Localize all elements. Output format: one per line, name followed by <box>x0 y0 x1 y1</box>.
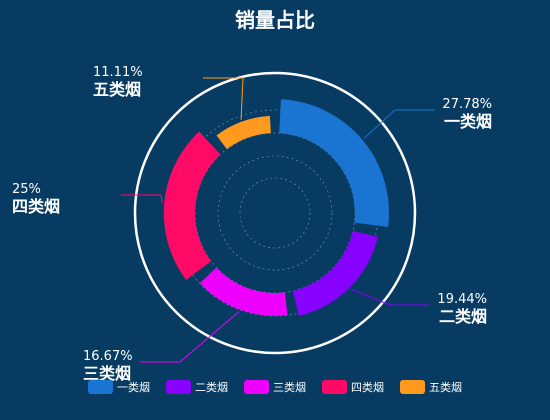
legend-label: 五类烟 <box>429 380 462 394</box>
slice-4[interactable] <box>163 131 221 280</box>
slice-2[interactable] <box>293 231 378 316</box>
legend-swatch <box>322 380 347 394</box>
slice-name-label-3: 三类烟 <box>83 364 131 383</box>
leader-line-4 <box>121 194 163 204</box>
outer-circle <box>133 71 417 355</box>
legend-item-4[interactable]: 四类烟 <box>322 380 384 394</box>
leader-line-1 <box>363 109 435 139</box>
leader-line-3 <box>140 311 240 363</box>
slice-percent-label-2: 19.44% <box>437 292 487 307</box>
rose-slices <box>163 99 389 316</box>
legend-label: 一类烟 <box>117 380 150 394</box>
legend-swatch <box>88 380 113 394</box>
legend-item-3[interactable]: 三类烟 <box>244 380 306 394</box>
slice-percent-label-4: 25% <box>12 182 41 197</box>
guide-ring-2 <box>217 155 333 271</box>
legend-label: 二类烟 <box>195 380 228 394</box>
legend-swatch <box>244 380 269 394</box>
slice-1[interactable] <box>279 99 389 227</box>
chart-title: 销量占比 <box>235 8 315 32</box>
legend-label: 三类烟 <box>273 380 306 394</box>
legend: 一类烟 二类烟 三类烟 四类烟 五类烟 <box>88 380 462 394</box>
legend-label: 四类烟 <box>351 380 384 394</box>
slice-labels: 27.78%一类烟 19.44%二类烟 16.67%三类烟 25%四类烟 11.11%五… <box>12 65 492 383</box>
slice-name-label-4: 四类烟 <box>12 197 60 216</box>
leader-line-2 <box>350 288 430 306</box>
slice-percent-label-5: 11.11% <box>93 65 143 80</box>
slice-name-label-2: 二类烟 <box>439 307 487 326</box>
slice-name-label-5: 五类烟 <box>93 80 141 99</box>
guide-ring-3 <box>194 132 356 294</box>
slice-5[interactable] <box>216 115 271 150</box>
leader-line-5 <box>203 77 244 120</box>
slice-name-label-1: 一类烟 <box>444 112 492 131</box>
legend-swatch <box>400 380 425 394</box>
slice-3[interactable] <box>199 267 288 316</box>
guide-ring-1 <box>239 177 311 249</box>
slice-percent-label-3: 16.67% <box>83 349 133 364</box>
legend-item-2[interactable]: 二类烟 <box>166 380 228 394</box>
legend-item-5[interactable]: 五类烟 <box>400 380 462 394</box>
legend-item-1[interactable]: 一类烟 <box>88 380 150 394</box>
slice-percent-label-1: 27.78% <box>442 97 492 112</box>
legend-swatch <box>166 380 191 394</box>
